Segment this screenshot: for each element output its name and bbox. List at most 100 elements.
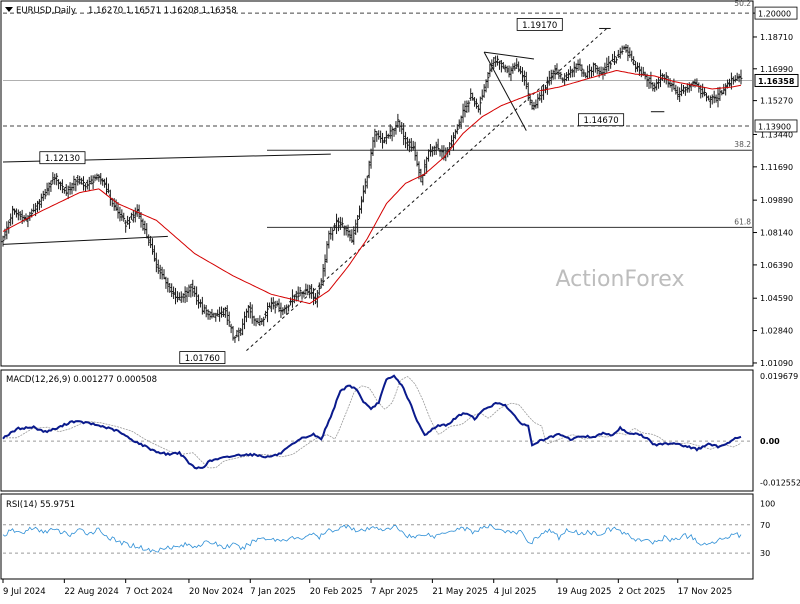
price-bar (348, 229, 352, 242)
price-bar (5, 221, 9, 240)
price-bar (384, 130, 388, 145)
price-bar (16, 209, 20, 221)
price-bar (248, 302, 252, 319)
price-bar (605, 57, 609, 73)
price-bar (346, 224, 350, 238)
fib-label-38.2: 38.2 (734, 140, 751, 149)
price-bar (266, 302, 269, 323)
price-bar (200, 296, 204, 315)
fib-label-61.8: 61.8 (734, 217, 751, 226)
price-bar (381, 132, 384, 149)
price-bar (676, 86, 680, 100)
time-tick-label: 7 Oct 2024 (126, 587, 173, 597)
price-bar (622, 45, 626, 51)
price-bar (55, 173, 59, 186)
price-bar (62, 187, 66, 194)
price-bar (672, 78, 676, 90)
price-bar (195, 286, 199, 305)
price-bar (43, 188, 47, 200)
price-bar (162, 269, 166, 280)
price-tick-label: 1.18710 (760, 33, 793, 42)
price-bar (463, 100, 467, 118)
time-tick-label: 7 Jan 2025 (250, 587, 296, 597)
level-label: 1.13900 (758, 122, 791, 131)
price-bar (390, 126, 394, 142)
price-bar (553, 64, 557, 80)
price-bar (519, 65, 522, 75)
price-bar (264, 310, 268, 319)
price-bar (130, 212, 133, 220)
price-bar (624, 44, 628, 53)
price-bar (653, 82, 657, 92)
price-bar (170, 283, 174, 298)
time-tick-label: 7 Apr 2025 (371, 587, 418, 597)
price-bar (302, 290, 306, 298)
trend-line (246, 28, 608, 351)
price-bar (534, 99, 538, 109)
price-bar (618, 47, 622, 59)
price-bar (208, 311, 212, 320)
price-bar (434, 141, 438, 155)
ohlc-readout: 1.16270 1.16571 1.16208 1.16358 (88, 6, 237, 16)
price-bar (87, 176, 91, 192)
collapse-triangle-icon[interactable] (5, 7, 13, 12)
price-bar (47, 182, 51, 196)
price-bar (616, 49, 620, 58)
price-bar (687, 82, 691, 93)
price-bar (287, 304, 291, 312)
price-bar (685, 83, 689, 93)
fib-label-top: 50.2 (734, 0, 751, 8)
price-bar (400, 121, 404, 135)
price-bar (237, 327, 241, 342)
price-bar (722, 83, 726, 95)
rsi-line (2, 523, 742, 553)
price-bar (517, 61, 521, 73)
price-bar (279, 302, 283, 318)
rsi-panel-frame (0, 493, 754, 580)
price-tick-label: 1.15270 (760, 97, 793, 106)
price-bar (124, 219, 128, 233)
price-bar (154, 252, 158, 273)
price-bar (634, 60, 637, 73)
price-bar (183, 286, 187, 304)
price-bar (76, 174, 80, 186)
price-bar (292, 294, 296, 304)
price-bar (684, 86, 687, 96)
price-bar (199, 299, 202, 308)
price-bar (461, 103, 465, 123)
price-bar (329, 227, 333, 240)
current-price-label: 1.16358 (758, 77, 795, 86)
price-bar (739, 69, 743, 85)
price-bar (18, 211, 22, 221)
price-bar (501, 61, 505, 69)
price-bar (218, 306, 222, 322)
price-bar (735, 72, 739, 81)
price-bar (680, 83, 683, 97)
price-bar (333, 223, 337, 231)
trend-lines (2, 27, 665, 351)
price-bar (72, 175, 76, 191)
price-bar (141, 218, 145, 231)
price-bar (133, 207, 137, 223)
time-tick-label: 17 Nov 2025 (678, 587, 732, 597)
price-bar (436, 138, 440, 151)
price-bar (151, 238, 154, 255)
price-bar (576, 59, 580, 71)
price-bar (440, 145, 444, 159)
price-bar (708, 95, 712, 108)
price-bar (105, 177, 108, 196)
price-bar (515, 58, 519, 69)
time-tick-label: 2 Oct 2025 (618, 587, 665, 597)
rsi-tick-label: 100 (760, 500, 775, 509)
price-bar (406, 136, 409, 151)
price-bar (724, 83, 728, 96)
price-bar (350, 229, 354, 243)
price-bar (172, 286, 176, 299)
price-bar (49, 180, 53, 192)
price-bar (360, 196, 363, 214)
price-bar (668, 78, 672, 88)
price-bar (243, 311, 246, 330)
price-bar (505, 65, 509, 74)
price-bar (126, 215, 129, 225)
price-bar (513, 62, 517, 71)
